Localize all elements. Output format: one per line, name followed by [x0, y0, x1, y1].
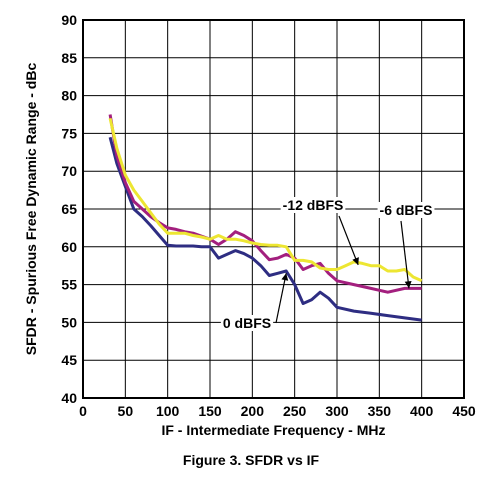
series-label-12-dbfs: -12 dBFS	[283, 197, 344, 213]
series-label-6-dbfs-backing	[377, 202, 435, 218]
figure-caption: Figure 3. SFDR vs IF	[182, 452, 320, 468]
series-label-6-dbfs-leader	[400, 220, 410, 289]
x-axis-title: IF - Intermediate Frequency - MHz	[161, 422, 385, 438]
y-tick-label-2: 50	[61, 314, 77, 330]
series-line-12-dbfs	[108, 117, 423, 283]
y-tick-label-6: 70	[61, 163, 77, 179]
y-tick-label-4: 60	[61, 239, 77, 255]
series-label-0-dbfs: 0 dBFS	[223, 315, 271, 331]
x-tick-label-6: 300	[325, 403, 349, 419]
y-tick-label-1: 45	[61, 352, 77, 368]
series-label-0-dbfs-arrowhead	[281, 273, 289, 281]
annotation-leaders	[275, 215, 412, 324]
x-tick-label-0: 0	[79, 403, 87, 419]
series-label-12-dbfs-arrowhead	[352, 257, 359, 265]
y-tick-labels: 40 45 50 55 60 65 70 75 80 85 90	[61, 12, 77, 406]
y-tick-label-8: 80	[61, 88, 77, 104]
series-labels: -12 dBFS -6 dBFS 0 dBFS	[220, 197, 435, 331]
x-tick-label-2: 100	[156, 403, 180, 419]
x-tick-label-1: 50	[118, 403, 134, 419]
y-tick-label-10: 90	[61, 12, 77, 28]
x-tick-labels: 0 50 100 150 200 250 300 350 400 450	[79, 403, 476, 419]
y-tick-label-3: 55	[61, 277, 77, 293]
x-tick-label-4: 200	[241, 403, 265, 419]
series-label-6-dbfs: -6 dBFS	[380, 202, 433, 218]
x-tick-label-3: 150	[198, 403, 222, 419]
plot-frame	[82, 19, 465, 399]
x-tick-label-8: 400	[410, 403, 434, 419]
series-label-6-dbfs-arrowhead	[404, 281, 412, 289]
series-label-0-dbfs-backing	[220, 315, 274, 331]
x-tick-label-7: 350	[368, 403, 392, 419]
series-lines	[108, 114, 423, 322]
y-tick-label-7: 75	[61, 125, 77, 141]
x-tick-label-9: 450	[452, 403, 476, 419]
x-tick-label-5: 250	[283, 403, 307, 419]
y-tick-label-9: 85	[61, 50, 77, 66]
y-axis-title: SFDR - Spurious Free Dynamic Range - dBc	[23, 63, 39, 356]
y-tick-label-0: 40	[61, 390, 77, 406]
series-label-12-dbfs-backing	[280, 197, 346, 213]
series-line-0-dbfs	[108, 136, 422, 322]
series-label-12-dbfs-leader	[338, 215, 359, 266]
y-tick-label-5: 65	[61, 201, 77, 217]
series-label-0-dbfs-leader	[275, 273, 287, 324]
